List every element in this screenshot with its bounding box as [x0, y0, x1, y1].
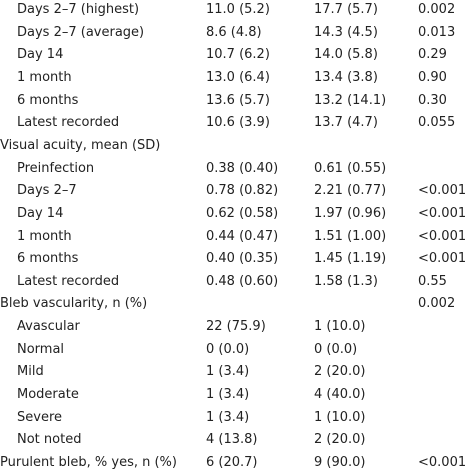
value: 0.62 (0.58) [206, 205, 279, 221]
p-value: 0.29 [418, 47, 447, 63]
value: 22 (75.9) [206, 319, 266, 335]
p-value: <0.001 [418, 205, 467, 221]
row-label: 1 month [17, 228, 72, 244]
value: 13.4 (3.8) [314, 69, 378, 85]
p-value: <0.001 [418, 455, 467, 470]
value: 1 (3.4) [206, 387, 250, 403]
section-title: Visual acuity, mean (SD) [0, 137, 161, 153]
row-label: Latest recorded [17, 273, 120, 289]
p-value: 0.30 [418, 92, 447, 108]
value: 2 (20.0) [314, 364, 366, 380]
row-label: Severe [17, 409, 62, 425]
p-value: 0.002 [418, 296, 456, 312]
p-value: 0.055 [418, 115, 456, 131]
value: 1 (3.4) [206, 364, 250, 380]
value: 13.7 (4.7) [314, 115, 378, 131]
row-label: Day 14 [17, 205, 64, 221]
row-label: Moderate [17, 387, 79, 403]
row-label: Preinfection [17, 160, 95, 176]
value: 0.38 (0.40) [206, 160, 279, 176]
p-value: <0.001 [418, 183, 467, 199]
row-label: Days 2–7 (highest) [17, 2, 140, 17]
value: 0.61 (0.55) [314, 160, 387, 176]
row-label: Mild [17, 364, 44, 380]
section-title: Purulent bleb, % yes, n (%) [0, 455, 177, 470]
value: 13.6 (5.7) [206, 92, 270, 108]
value: 0.44 (0.47) [206, 228, 279, 244]
p-value: 0.002 [418, 2, 456, 17]
value: 2.21 (0.77) [314, 183, 387, 199]
row-label: Normal [17, 341, 65, 357]
row-label: Days 2–7 (average) [17, 24, 145, 40]
value: 9 (90.0) [314, 455, 366, 470]
value: 4 (13.8) [206, 432, 258, 448]
value: 0 (0.0) [314, 341, 358, 357]
value: 0.48 (0.60) [206, 273, 279, 289]
row-label: Avascular [17, 319, 80, 335]
value: 10.7 (6.2) [206, 47, 270, 63]
row-label: 6 months [17, 251, 79, 267]
value: 8.6 (4.8) [206, 24, 262, 40]
row-label: 1 month [17, 69, 72, 85]
row-label: Latest recorded [17, 115, 120, 131]
value: 0.40 (0.35) [206, 251, 279, 267]
row-label: Days 2–7 [17, 183, 77, 199]
value: 1.58 (1.3) [314, 273, 378, 289]
value: 6 (20.7) [206, 455, 258, 470]
row-label: 6 months [17, 92, 79, 108]
value: 2 (20.0) [314, 432, 366, 448]
section-title: Bleb vascularity, n (%) [0, 296, 148, 312]
value: 10.6 (3.9) [206, 115, 270, 131]
row-label: Not noted [17, 432, 82, 448]
p-value: <0.001 [418, 228, 467, 244]
p-value: 0.013 [418, 24, 456, 40]
value: 0.78 (0.82) [206, 183, 279, 199]
value: 1 (3.4) [206, 409, 250, 425]
value: 14.0 (5.8) [314, 47, 378, 63]
p-value: 0.90 [418, 69, 447, 85]
p-value: <0.001 [418, 251, 467, 267]
value: 1.45 (1.19) [314, 251, 387, 267]
value: 13.0 (6.4) [206, 69, 270, 85]
value: 13.2 (14.1) [314, 92, 387, 108]
p-value: 0.55 [418, 273, 447, 289]
value: 14.3 (4.5) [314, 24, 378, 40]
value: 0 (0.0) [206, 341, 250, 357]
row-label: Day 14 [17, 47, 64, 63]
value: 4 (40.0) [314, 387, 366, 403]
value: 11.0 (5.2) [206, 2, 270, 17]
value: 1.51 (1.00) [314, 228, 387, 244]
value: 1 (10.0) [314, 319, 366, 335]
value: 17.7 (5.7) [314, 2, 378, 17]
value: 1 (10.0) [314, 409, 366, 425]
value: 1.97 (0.96) [314, 205, 387, 221]
